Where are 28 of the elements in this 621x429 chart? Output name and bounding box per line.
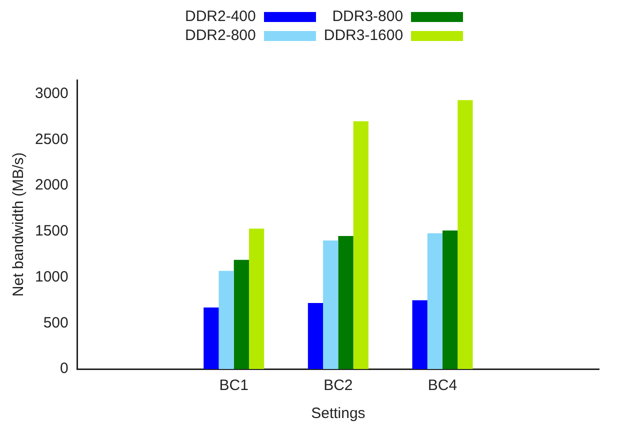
y-tick-label: 1500 bbox=[34, 222, 68, 240]
bar bbox=[442, 230, 458, 369]
bar bbox=[218, 270, 234, 369]
bar bbox=[412, 300, 428, 369]
bar bbox=[248, 228, 264, 369]
bar bbox=[338, 236, 354, 369]
x-tick-label: BC2 bbox=[324, 377, 353, 394]
bar bbox=[204, 308, 219, 369]
legend-label: DDR2-800 bbox=[185, 27, 256, 44]
bar bbox=[353, 121, 368, 369]
bar bbox=[458, 100, 473, 369]
y-axis-title: Net bandwidth (MB/s) bbox=[10, 152, 28, 297]
y-tick-label: 0 bbox=[60, 360, 68, 378]
legend-label: DDR3-800 bbox=[331, 8, 404, 25]
y-tick-label: 2000 bbox=[34, 176, 68, 194]
y-tick-label: 2500 bbox=[34, 130, 68, 148]
legend-label: DDR2-400 bbox=[185, 8, 256, 25]
y-tick-label: 3000 bbox=[34, 84, 68, 102]
bar bbox=[323, 240, 338, 369]
x-axis-title: Settings bbox=[311, 405, 366, 422]
x-tick-label: BC4 bbox=[428, 377, 458, 394]
bar bbox=[308, 302, 324, 369]
x-tick-label: BC1 bbox=[219, 377, 248, 394]
bar bbox=[427, 233, 443, 369]
y-tick-label: 500 bbox=[43, 314, 68, 332]
bar bbox=[234, 260, 249, 369]
legend-label: DDR3-1600 bbox=[324, 27, 404, 44]
y-tick-label: 1000 bbox=[34, 268, 68, 286]
